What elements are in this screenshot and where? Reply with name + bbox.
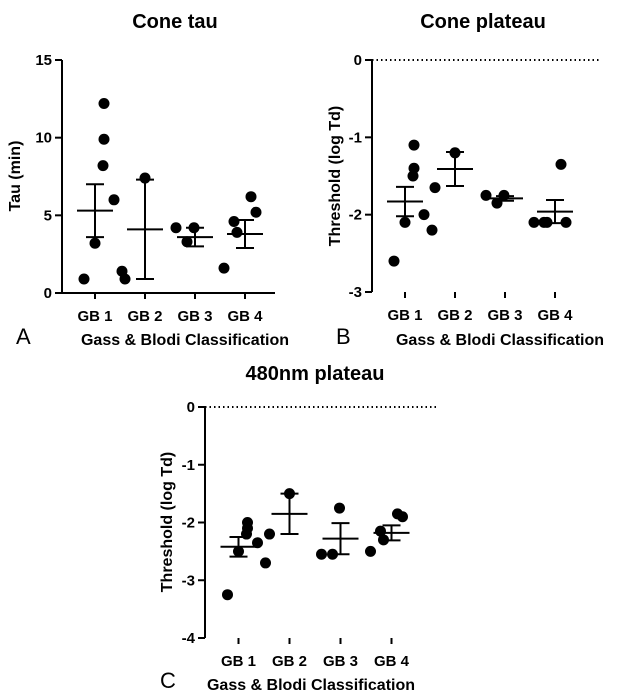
data-point xyxy=(119,273,131,285)
data-point xyxy=(260,557,271,569)
x-tick-label: GB 3 xyxy=(487,307,522,324)
chart-title: 480nm plateau xyxy=(246,363,385,385)
data-point xyxy=(181,236,193,248)
y-axis-label: Threshold (log Td) xyxy=(159,452,176,592)
y-tick-label: 0 xyxy=(187,399,195,416)
data-point xyxy=(89,237,101,249)
y-tick-label: -1 xyxy=(349,129,362,146)
x-tick-label: GB 1 xyxy=(77,308,112,325)
data-point xyxy=(78,273,90,285)
chart-title: Cone tau xyxy=(132,11,218,33)
x-axis-label: Gass & Blodi Classification xyxy=(207,677,415,694)
x-tick-label: GB 4 xyxy=(374,653,410,670)
y-tick-label: -3 xyxy=(182,572,195,589)
data-point xyxy=(97,160,109,172)
x-tick-label: GB 2 xyxy=(437,307,472,324)
y-tick-label: 15 xyxy=(35,52,52,69)
data-point xyxy=(388,255,400,267)
data-point xyxy=(250,206,262,218)
x-tick-label: GB 2 xyxy=(272,653,307,670)
panel-label: B xyxy=(336,324,351,349)
data-point xyxy=(108,194,120,206)
data-point xyxy=(429,182,441,194)
data-point xyxy=(170,222,182,234)
x-tick-label: GB 3 xyxy=(177,308,212,325)
data-point xyxy=(228,216,240,228)
data-point xyxy=(399,216,411,228)
y-axis-label: Tau (min) xyxy=(7,141,24,212)
data-point xyxy=(231,226,243,238)
y-tick-label: -4 xyxy=(182,630,196,647)
data-point xyxy=(218,262,230,274)
data-point xyxy=(365,545,376,557)
chart-panel-B: Cone plateau 0 -1 -2 -3 GB 1 GB 2 GB 3 GB 4 Thres… xyxy=(327,11,604,349)
x-tick-label: GB 4 xyxy=(537,307,573,324)
y-tick-label: 0 xyxy=(354,52,362,69)
x-tick-label: GB 2 xyxy=(127,308,162,325)
y-tick-label: -2 xyxy=(182,515,195,532)
data-point xyxy=(555,158,567,170)
data-point xyxy=(98,97,110,109)
data-point xyxy=(407,170,419,182)
y-tick-label: -2 xyxy=(349,207,362,224)
y-tick-label: 10 xyxy=(35,130,52,147)
data-point xyxy=(252,537,263,549)
y-tick-label: -3 xyxy=(349,284,362,301)
data-point xyxy=(375,525,386,537)
data-point xyxy=(316,548,327,560)
y-tick-label: 5 xyxy=(44,207,52,224)
data-point xyxy=(528,216,540,228)
data-point xyxy=(397,511,408,523)
data-point xyxy=(426,224,438,236)
data-point xyxy=(245,191,257,203)
y-axis-label: Threshold (log Td) xyxy=(327,106,344,246)
data-point xyxy=(139,172,151,184)
y-tick-label: 0 xyxy=(44,285,52,302)
x-tick-label: GB 1 xyxy=(387,307,422,324)
chart-panel-A: Cone tau 0 5 10 15 GB 1 GB 2 GB 3 GB 4 Tau (min) G… xyxy=(7,11,289,349)
x-tick-label: GB 1 xyxy=(221,653,256,670)
data-point xyxy=(560,216,572,228)
data-point xyxy=(264,528,275,540)
data-point xyxy=(408,139,420,151)
x-axis-label: Gass & Blodi Classification xyxy=(81,332,289,349)
panel-label: A xyxy=(16,324,31,349)
x-tick-label: GB 3 xyxy=(323,653,358,670)
y-tick-label: -1 xyxy=(182,457,195,474)
data-point xyxy=(222,589,233,601)
data-point xyxy=(334,502,345,514)
data-point xyxy=(418,209,430,221)
data-point xyxy=(98,133,110,145)
x-tick-label: GB 4 xyxy=(227,308,263,325)
chart-panel-C: 480nm plateau 0 -1 -2 -3 -4 GB 1 GB 2 GB 3 GB 4 Th… xyxy=(159,363,437,694)
x-axis-label: Gass & Blodi Classification xyxy=(396,332,604,349)
panel-label: C xyxy=(160,668,176,693)
chart-title: Cone plateau xyxy=(420,11,546,33)
